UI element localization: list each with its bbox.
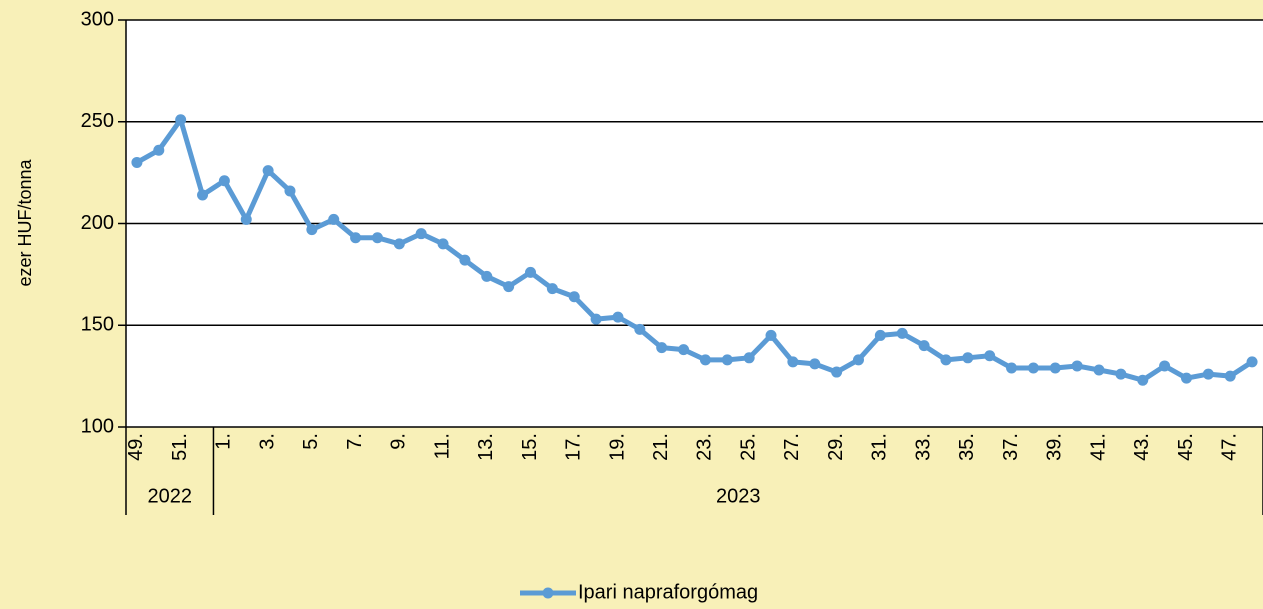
- y-tick-label: 150: [81, 314, 114, 336]
- marker: [831, 366, 843, 378]
- marker: [1137, 374, 1149, 386]
- marker: [1202, 368, 1214, 380]
- marker: [437, 238, 449, 250]
- x-tick-label: 17.: [563, 433, 585, 461]
- marker: [787, 356, 799, 368]
- y-tick-label: 250: [81, 110, 114, 132]
- marker: [525, 266, 537, 278]
- marker: [262, 165, 274, 177]
- marker: [393, 238, 405, 250]
- x-tick-label: 37.: [1000, 433, 1022, 461]
- x-tick-label: 43.: [1131, 433, 1153, 461]
- y-tick-label: 300: [81, 8, 114, 30]
- legend-marker: [542, 587, 554, 599]
- marker: [896, 327, 908, 339]
- x-tick-label: 49.: [125, 433, 147, 461]
- marker: [940, 354, 952, 366]
- marker: [1027, 362, 1039, 374]
- x-tick-label: 47.: [1218, 433, 1240, 461]
- x-tick-label: 39.: [1044, 433, 1066, 461]
- marker: [1246, 356, 1258, 368]
- marker: [153, 144, 165, 156]
- y-axis-label: ezer HUF/tonna: [15, 158, 35, 286]
- x-tick-label: 3.: [256, 433, 278, 450]
- marker: [656, 342, 668, 354]
- x-tick-label: 31.: [869, 433, 891, 461]
- marker: [1049, 362, 1061, 374]
- x-tick-label: 33.: [912, 433, 934, 461]
- marker: [568, 291, 580, 303]
- x-tick-label: 23.: [694, 433, 716, 461]
- marker: [590, 313, 602, 325]
- marker: [1093, 364, 1105, 376]
- marker: [306, 224, 318, 236]
- marker: [874, 329, 886, 341]
- marker: [1224, 370, 1236, 382]
- x-tick-label: 21.: [650, 433, 672, 461]
- x-tick-label: 11.: [431, 433, 453, 459]
- legend-label: Ipari napraforgómag: [578, 581, 758, 603]
- x-tick-label: 15.: [519, 433, 541, 461]
- y-tick-label: 100: [81, 415, 114, 437]
- x-tick-label: 45.: [1175, 433, 1197, 461]
- x-tick-label: 13.: [475, 433, 497, 461]
- marker: [175, 114, 187, 126]
- marker: [852, 354, 864, 366]
- line: [135, 117, 1254, 383]
- marker: [503, 281, 515, 293]
- marker: [481, 270, 493, 282]
- marker: [240, 213, 252, 225]
- x-tick-label: 27.: [781, 433, 803, 461]
- marker: [699, 354, 711, 366]
- marker: [415, 228, 427, 240]
- marker: [962, 352, 974, 364]
- marker: [743, 352, 755, 364]
- marker: [1159, 360, 1171, 372]
- group-label: 2023: [716, 485, 761, 507]
- x-tick-label: 19.: [606, 433, 628, 461]
- marker: [612, 311, 624, 323]
- marker: [1180, 372, 1192, 384]
- marker: [1006, 362, 1018, 374]
- x-tick-label: 9.: [388, 433, 410, 450]
- marker: [459, 254, 471, 266]
- marker: [350, 232, 362, 244]
- x-tick-label: 35.: [956, 433, 978, 461]
- x-tick-label: 7.: [344, 433, 366, 450]
- marker: [371, 232, 383, 244]
- marker: [218, 175, 230, 187]
- marker: [284, 185, 296, 197]
- marker: [328, 213, 340, 225]
- x-tick-label: 41.: [1087, 433, 1109, 461]
- x-tick-label: 25.: [737, 433, 759, 461]
- marker: [546, 283, 558, 295]
- marker: [765, 329, 777, 341]
- x-tick-label: 51.: [169, 433, 191, 461]
- marker: [918, 340, 930, 352]
- x-tick-label: 5.: [300, 433, 322, 450]
- marker: [1115, 368, 1127, 380]
- y-tick-label: 200: [81, 212, 114, 234]
- x-tick-label: 1.: [213, 433, 235, 450]
- marker: [634, 323, 646, 335]
- marker: [131, 156, 143, 168]
- marker: [721, 354, 733, 366]
- x-tick-label: 29.: [825, 433, 847, 461]
- marker: [1071, 360, 1083, 372]
- marker: [678, 344, 690, 356]
- marker: [809, 358, 821, 370]
- group-label: 2022: [147, 485, 192, 507]
- marker: [197, 189, 209, 201]
- marker: [984, 350, 996, 362]
